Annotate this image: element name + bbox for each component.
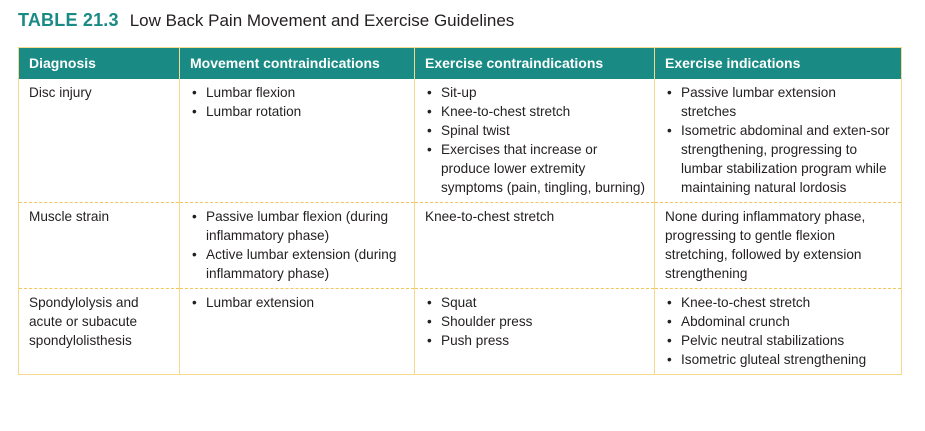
bullet-list: Passive lumbar flexion (during inflammat…	[190, 207, 406, 283]
list-item: Push press	[425, 331, 646, 350]
exercise-contra-cell: Knee-to-chest stretch	[414, 202, 655, 289]
table-row: Spondylolysis and acute or subacute spon…	[18, 288, 902, 375]
table-number: TABLE 21.3	[18, 10, 119, 30]
header-exercise-contraindications: Exercise contraindications	[414, 47, 655, 79]
list-item: Isometric abdominal and exten-sor streng…	[665, 121, 893, 197]
guidelines-table: Diagnosis Movement contraindications Exe…	[18, 47, 902, 375]
table-caption: TABLE 21.3 Low Back Pain Movement and Exe…	[18, 10, 514, 34]
list-item: Abdominal crunch	[665, 312, 893, 331]
bullet-list: Passive lumbar extension stretches Isome…	[665, 83, 893, 197]
exercise-ind-cell: Passive lumbar extension stretches Isome…	[654, 79, 902, 203]
list-item: Lumbar flexion	[190, 83, 406, 102]
movement-cell: Passive lumbar flexion (during inflammat…	[179, 202, 415, 289]
bullet-list: Knee-to-chest stretch Abdominal crunch P…	[665, 293, 893, 369]
list-item: Passive lumbar extension stretches	[665, 83, 893, 121]
list-item: Active lumbar extension (during inflamma…	[190, 245, 406, 283]
bullet-list: Lumbar flexion Lumbar rotation	[190, 83, 406, 121]
movement-cell: Lumbar extension	[179, 288, 415, 375]
header-row: Diagnosis Movement contraindications Exe…	[18, 47, 902, 79]
diagnosis-cell: Muscle strain	[18, 202, 180, 289]
list-item: Isometric gluteal strengthening	[665, 350, 893, 369]
table-row: Muscle strain Passive lumbar flexion (du…	[18, 202, 902, 289]
bullet-list: Squat Shoulder press Push press	[425, 293, 646, 350]
exercise-ind-cell: Knee-to-chest stretch Abdominal crunch P…	[654, 288, 902, 375]
header-movement-contraindications: Movement contraindications	[179, 47, 415, 79]
list-item: Knee-to-chest stretch	[665, 293, 893, 312]
bullet-list: Lumbar extension	[190, 293, 406, 312]
list-item: Spinal twist	[425, 121, 646, 140]
exercise-contra-cell: Squat Shoulder press Push press	[414, 288, 655, 375]
list-item: Passive lumbar flexion (during inflammat…	[190, 207, 406, 245]
diagnosis-cell: Spondylolysis and acute or subacute spon…	[18, 288, 180, 375]
header-exercise-indications: Exercise indications	[654, 47, 902, 79]
list-item: Lumbar rotation	[190, 102, 406, 121]
list-item: Pelvic neutral stabilizations	[665, 331, 893, 350]
exercise-contra-cell: Sit-up Knee-to-chest stretch Spinal twis…	[414, 79, 655, 203]
list-item: Squat	[425, 293, 646, 312]
bullet-list: Sit-up Knee-to-chest stretch Spinal twis…	[425, 83, 646, 197]
list-item: Shoulder press	[425, 312, 646, 331]
exercise-ind-cell: None during inflammatory phase, progress…	[654, 202, 902, 289]
list-item: Lumbar extension	[190, 293, 406, 312]
header-diagnosis: Diagnosis	[18, 47, 180, 79]
list-item: Sit-up	[425, 83, 646, 102]
list-item: Exercises that increase or produce lower…	[425, 140, 646, 197]
list-item: Knee-to-chest stretch	[425, 102, 646, 121]
table-row: Disc injury Lumbar flexion Lumbar rotati…	[19, 79, 902, 203]
table-title: Low Back Pain Movement and Exercise Guid…	[129, 11, 515, 30]
diagnosis-cell: Disc injury	[29, 85, 92, 100]
movement-cell: Lumbar flexion Lumbar rotation	[179, 79, 415, 203]
